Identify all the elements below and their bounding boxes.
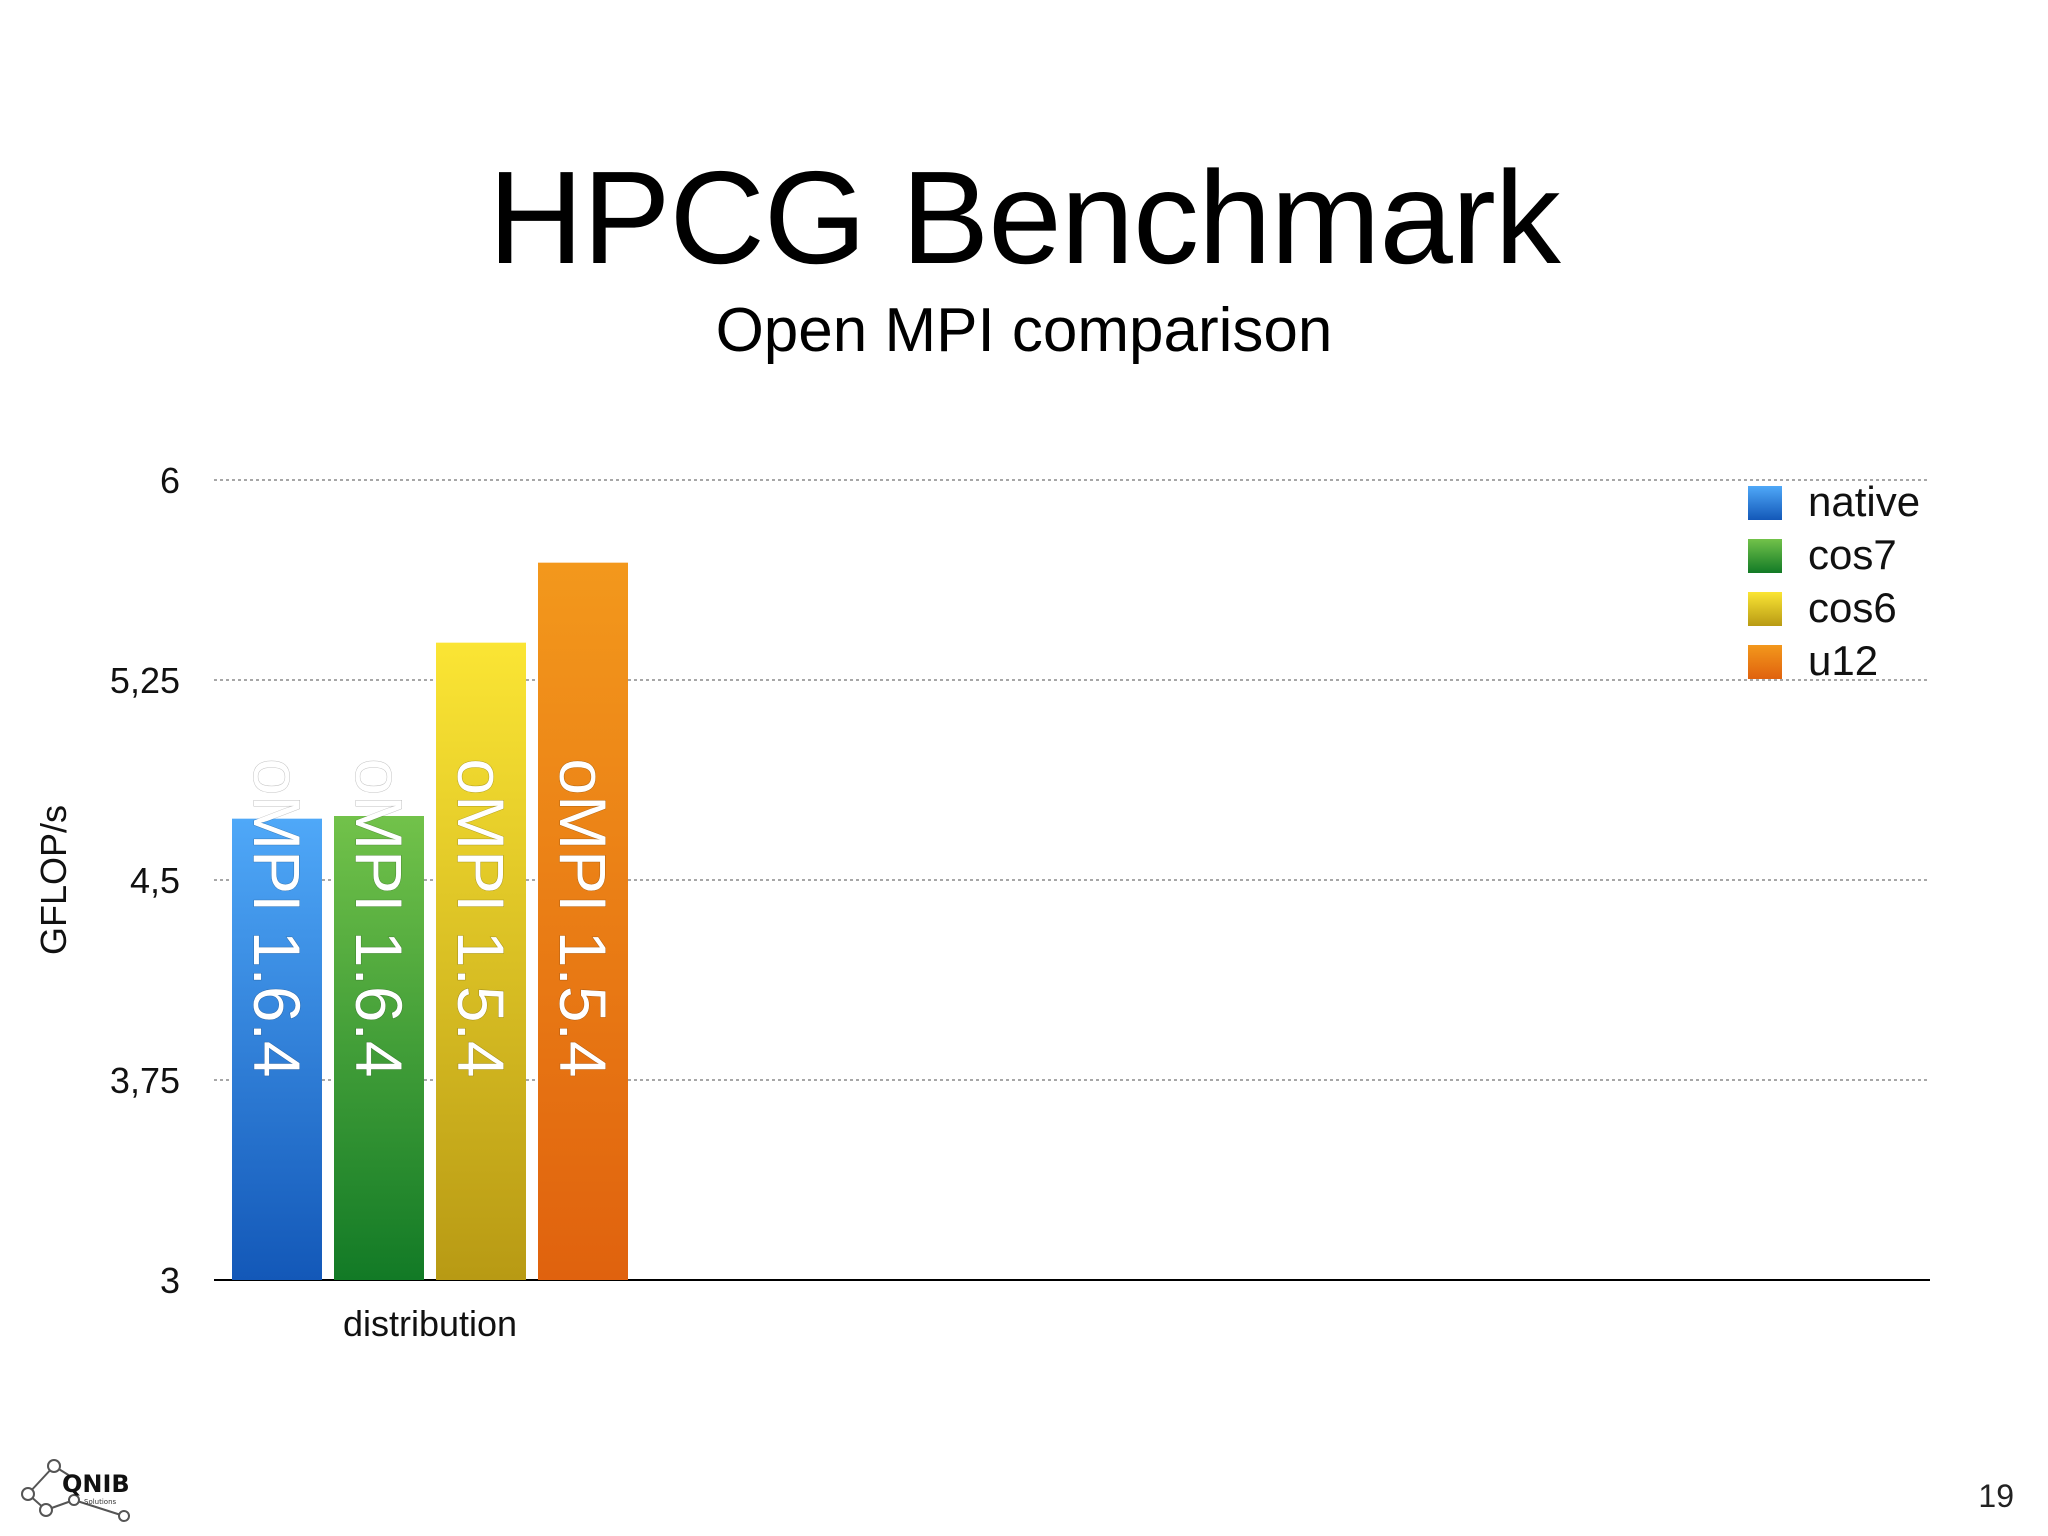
y-tick-label: 4,5 (130, 860, 180, 901)
bar-label-cos7: oMPI 1.6.4 (342, 758, 416, 1077)
bars: oMPI 1.6.4 oMPI 1.6.4 oMPI 1.5.4 oMPI 1.5.4 (232, 562, 628, 1280)
legend-label-u12: u12 (1808, 637, 1878, 684)
y-axis-label: GFLOP/s (33, 805, 74, 955)
y-tick-label: 6 (160, 460, 180, 501)
legend: native cos7 cos6 u12 (1748, 478, 1920, 684)
y-axis-ticks: 3 3,75 4,5 5,25 6 (110, 460, 180, 1301)
bar-cos7 (334, 816, 424, 1280)
legend-swatch-u12 (1748, 645, 1782, 679)
legend-label-native: native (1808, 478, 1920, 525)
slide-subtitle: Open MPI comparison (715, 296, 1333, 365)
bar-label-u12: oMPI 1.5.4 (546, 758, 620, 1077)
legend-swatch-native (1748, 486, 1782, 520)
bar-cos6 (436, 642, 526, 1280)
svg-text:QNIB: QNIB (62, 1470, 130, 1498)
page-number: 19 (1978, 1478, 2014, 1514)
bar-native (232, 818, 322, 1280)
y-tick-label: 5,25 (110, 660, 180, 701)
legend-label-cos6: cos6 (1808, 584, 1897, 631)
bar-u12 (538, 562, 628, 1280)
x-axis-label: distribution (343, 1303, 517, 1344)
bar-label-cos6: oMPI 1.5.4 (444, 758, 518, 1077)
legend-label-cos7: cos7 (1808, 531, 1897, 578)
y-tick-label: 3,75 (110, 1060, 180, 1101)
y-tick-label: 3 (160, 1260, 180, 1301)
legend-swatch-cos7 (1748, 539, 1782, 573)
legend-swatch-cos6 (1748, 592, 1782, 626)
slide-title: HPCG Benchmark (488, 144, 1561, 291)
bar-label-native: oMPI 1.6.4 (240, 758, 314, 1077)
qnib-logo: QNIB Solutions (21, 1459, 130, 1522)
svg-text:Solutions: Solutions (84, 1498, 117, 1506)
